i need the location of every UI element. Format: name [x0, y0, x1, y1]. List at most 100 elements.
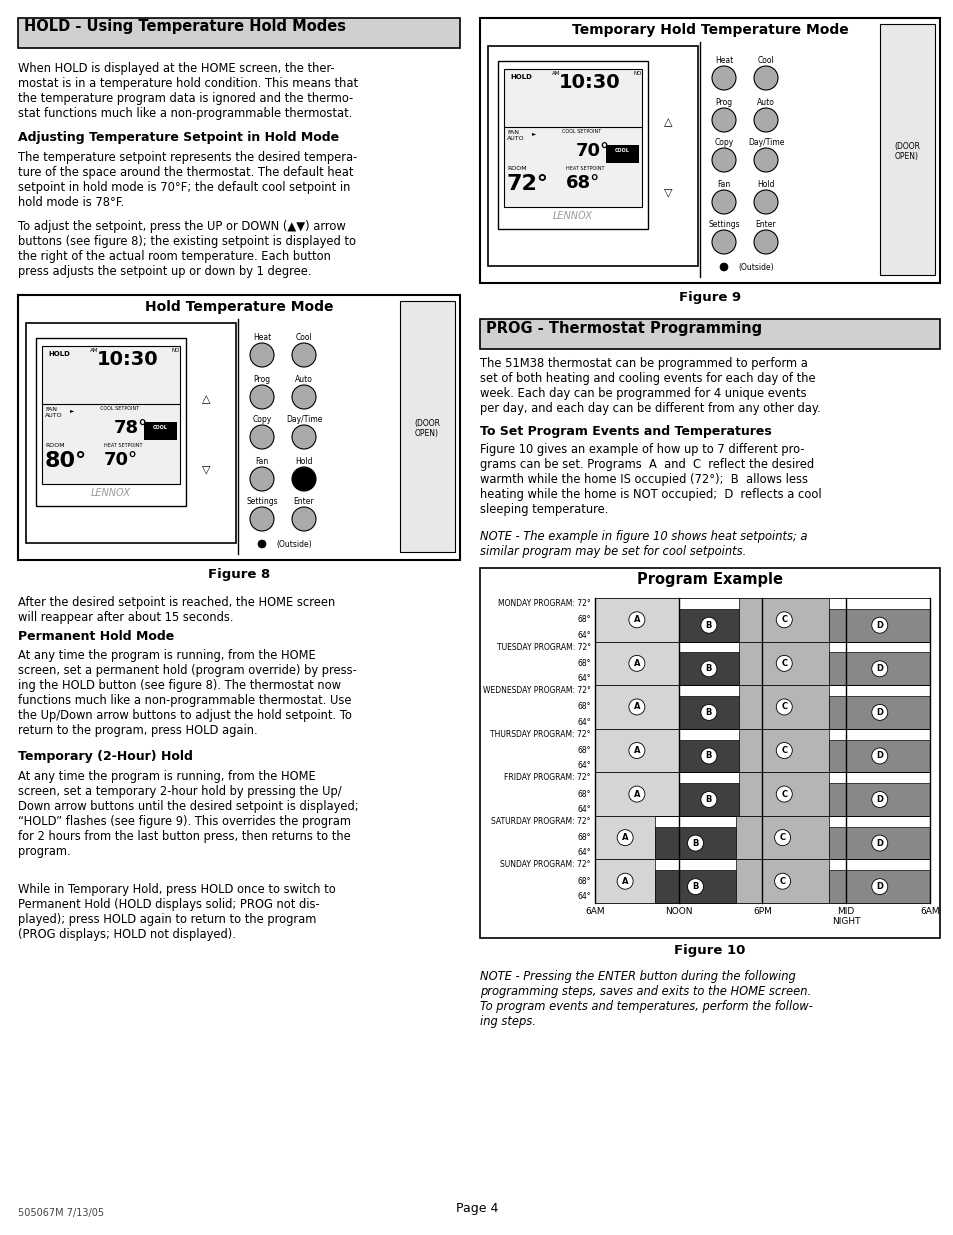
Text: A: A: [621, 877, 628, 885]
Text: D: D: [876, 839, 882, 847]
Bar: [319, 389, 334, 399]
Text: 64°: 64°: [577, 805, 590, 814]
Bar: [739, 772, 828, 816]
Text: C: C: [781, 615, 786, 624]
Text: LENNOX: LENNOX: [91, 488, 131, 498]
Text: 10:30: 10:30: [558, 73, 619, 91]
Text: Adjusting Temperature Setpoint in Hold Mode: Adjusting Temperature Setpoint in Hold M…: [18, 131, 338, 144]
Circle shape: [617, 830, 633, 846]
Text: Enter: Enter: [294, 496, 314, 506]
Circle shape: [250, 343, 274, 367]
Text: HOLD - Using Temperature Hold Modes: HOLD - Using Temperature Hold Modes: [24, 19, 346, 35]
Circle shape: [687, 835, 702, 851]
Bar: [479, 19, 939, 283]
Circle shape: [776, 611, 791, 627]
Text: MID
NIGHT: MID NIGHT: [831, 906, 860, 926]
Bar: [678, 609, 739, 641]
Text: At any time the program is running, from the HOME
screen, set a temporary 2-hour: At any time the program is running, from…: [18, 769, 358, 858]
Text: COOL: COOL: [615, 148, 630, 153]
Circle shape: [292, 467, 315, 492]
Text: 80°: 80°: [45, 451, 87, 471]
Circle shape: [871, 748, 887, 764]
Circle shape: [700, 704, 716, 720]
Circle shape: [292, 508, 315, 531]
Bar: [36, 338, 186, 506]
Bar: [595, 860, 655, 903]
Text: Figure 10 gives an example of how up to 7 different pro-
grams can be set. Progr: Figure 10 gives an example of how up to …: [479, 443, 821, 516]
Text: A: A: [633, 789, 639, 799]
Text: AM: AM: [552, 70, 560, 77]
Circle shape: [776, 785, 791, 802]
Text: A: A: [621, 834, 628, 842]
Text: Copy: Copy: [253, 415, 272, 424]
Bar: [828, 783, 929, 816]
Text: A: A: [633, 615, 639, 624]
Text: To Set Program Events and Temperatures: To Set Program Events and Temperatures: [479, 425, 771, 438]
Bar: [828, 652, 929, 685]
Text: LENNOX: LENNOX: [553, 211, 593, 221]
Text: TUESDAY PROGRAM: 72°: TUESDAY PROGRAM: 72°: [497, 642, 590, 652]
Text: (DOOR
OPEN): (DOOR OPEN): [893, 142, 919, 162]
Text: 68°: 68°: [577, 615, 590, 624]
Text: Heat: Heat: [714, 56, 732, 65]
Circle shape: [628, 742, 644, 758]
Text: A: A: [633, 658, 639, 668]
Bar: [735, 860, 828, 903]
Text: Fan: Fan: [255, 457, 269, 466]
Circle shape: [292, 425, 315, 450]
Text: NOON: NOON: [664, 906, 692, 916]
Bar: [595, 772, 678, 816]
Text: C: C: [779, 877, 785, 885]
Text: D: D: [876, 708, 882, 716]
Circle shape: [617, 873, 633, 889]
Circle shape: [871, 704, 887, 720]
Ellipse shape: [193, 383, 218, 412]
Text: D: D: [876, 751, 882, 761]
Text: C: C: [781, 703, 786, 711]
Text: NOTE - The example in figure 10 shows heat setpoints; a
similar program may be s: NOTE - The example in figure 10 shows he…: [479, 530, 806, 558]
Text: At any time the program is running, from the HOME
screen, set a permanent hold (: At any time the program is running, from…: [18, 650, 356, 737]
Circle shape: [753, 190, 778, 214]
Circle shape: [871, 835, 887, 851]
Text: B: B: [692, 839, 698, 847]
Bar: [879, 23, 934, 275]
Circle shape: [687, 878, 702, 894]
Circle shape: [711, 65, 735, 90]
Text: 68°: 68°: [577, 789, 590, 799]
Text: B: B: [705, 795, 711, 804]
Text: Page 4: Page 4: [456, 1202, 497, 1215]
Text: NOTE - Pressing the ENTER button during the following
programming steps, saves a: NOTE - Pressing the ENTER button during …: [479, 969, 812, 1028]
Text: THURSDAY PROGRAM: 72°: THURSDAY PROGRAM: 72°: [490, 730, 590, 739]
Text: The temperature setpoint represents the desired tempera-
ture of the space aroun: The temperature setpoint represents the …: [18, 151, 356, 209]
Text: MONDAY PROGRAM: 72°: MONDAY PROGRAM: 72°: [497, 599, 590, 608]
Text: The 51M38 thermostat can be programmed to perform a
set of both heating and cool: The 51M38 thermostat can be programmed t…: [479, 357, 820, 415]
Circle shape: [250, 425, 274, 450]
Bar: [42, 346, 180, 484]
Bar: [488, 46, 698, 266]
Bar: [503, 69, 641, 207]
Text: D: D: [876, 882, 882, 892]
Text: Hold Temperature Mode: Hold Temperature Mode: [145, 300, 333, 314]
Circle shape: [753, 107, 778, 132]
Text: 68°: 68°: [577, 834, 590, 842]
Text: 6AM: 6AM: [920, 906, 939, 916]
Circle shape: [292, 385, 315, 409]
Text: B: B: [705, 621, 711, 630]
Text: NO: NO: [634, 70, 641, 77]
Bar: [595, 685, 678, 729]
Circle shape: [250, 467, 274, 492]
Bar: [781, 233, 795, 245]
Bar: [739, 685, 828, 729]
Bar: [479, 319, 939, 350]
Bar: [678, 697, 739, 729]
Text: HOLD: HOLD: [48, 351, 70, 357]
Text: 64°: 64°: [577, 674, 590, 683]
Bar: [655, 826, 735, 860]
Text: Permanent Hold Mode: Permanent Hold Mode: [18, 630, 174, 643]
Circle shape: [776, 699, 791, 715]
Text: D: D: [876, 621, 882, 630]
Text: Hold: Hold: [757, 180, 774, 189]
Text: HOLD: HOLD: [510, 74, 532, 80]
Circle shape: [776, 656, 791, 672]
Bar: [26, 324, 235, 543]
